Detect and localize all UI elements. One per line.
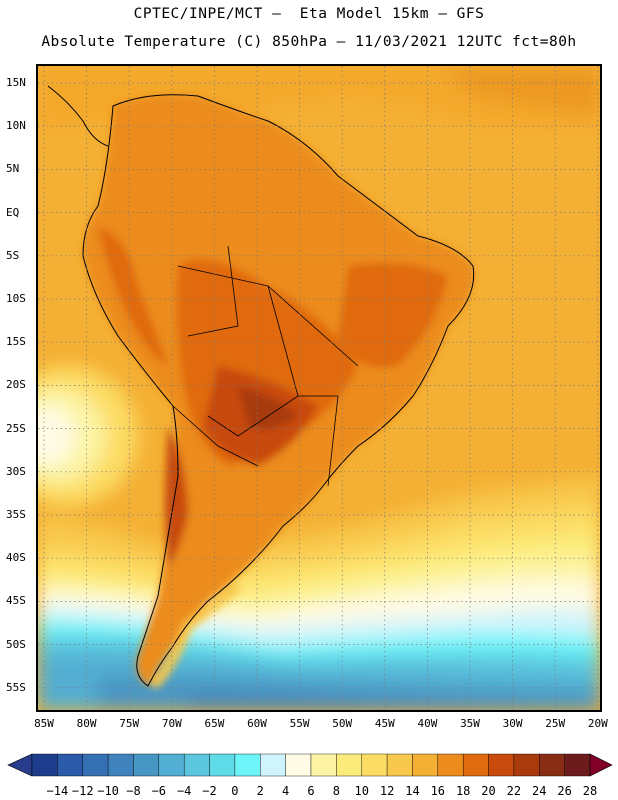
colorbar-label: 8 xyxy=(332,784,340,798)
lat-label: 20S xyxy=(6,378,26,392)
lat-label: 50S xyxy=(6,637,26,651)
coastline xyxy=(82,94,475,687)
colorbar-label: 14 xyxy=(405,784,420,798)
colorbar-label: −2 xyxy=(202,784,217,798)
colorbar-label: −8 xyxy=(126,784,141,798)
lon-label: 25W xyxy=(545,717,566,730)
colorbar-label: 2 xyxy=(256,784,264,798)
colorbar-swatch xyxy=(31,753,58,777)
colorbar-right-arrow xyxy=(589,753,613,777)
temperature-map xyxy=(36,64,602,712)
colorbar-swatch xyxy=(209,753,236,777)
colorbar-label: 10 xyxy=(354,784,369,798)
colorbar-swatch xyxy=(539,753,565,777)
colorbar-label: 20 xyxy=(481,784,496,798)
colorbar-swatch xyxy=(513,753,540,777)
colorbar-swatch xyxy=(158,753,185,777)
lat-label: 25S xyxy=(6,421,26,435)
colorbar-swatch xyxy=(564,753,591,777)
graticule xyxy=(38,66,600,710)
map-title-line-2: Absolute Temperature (C) 850hPa – 11/03/… xyxy=(41,34,577,50)
colorbar-left-arrow xyxy=(7,753,33,777)
lat-label: EQ xyxy=(6,205,20,219)
lon-label: 65W xyxy=(204,717,225,730)
colorbar-label: −6 xyxy=(151,784,167,798)
colorbar-swatch xyxy=(133,753,160,777)
colorbar-label: −4 xyxy=(176,784,192,798)
temperature-field xyxy=(38,66,600,710)
colorbar xyxy=(7,753,613,777)
lat-label: 5S xyxy=(6,248,20,262)
colorbar-label: 28 xyxy=(582,784,598,798)
colorbar-label: 26 xyxy=(557,784,572,798)
colorbar-swatch xyxy=(336,753,362,777)
colorbar-label: 18 xyxy=(455,784,471,798)
lat-label: 40S xyxy=(6,551,26,565)
colorbar-swatch xyxy=(386,753,413,777)
colorbar-label: −14 xyxy=(46,784,69,798)
lon-label: 30W xyxy=(502,717,523,730)
colorbar-swatch xyxy=(488,753,515,777)
lat-label: 10N xyxy=(6,119,26,133)
lon-label: 35W xyxy=(460,717,480,730)
lat-label: 30S xyxy=(6,464,26,478)
lon-label: 85W xyxy=(34,717,54,730)
country-borders xyxy=(172,245,359,487)
map-title-line-1: CPTEC/INPE/MCT – Eta Model 15km – GFS xyxy=(133,6,485,22)
colorbar-label: −12 xyxy=(71,784,94,798)
colorbar-label: 16 xyxy=(430,784,446,798)
lon-label: 60W xyxy=(247,717,267,730)
colorbar-swatch xyxy=(234,753,261,777)
lat-label: 35S xyxy=(6,508,26,521)
lon-label: 20W xyxy=(587,717,608,730)
lat-label: 45S xyxy=(6,594,26,608)
lon-label: 70W xyxy=(161,717,182,730)
colorbar-swatch xyxy=(285,753,312,777)
colorbar-label: 4 xyxy=(282,784,290,798)
lat-label: 55S xyxy=(6,680,26,694)
lon-label: 75W xyxy=(119,717,140,730)
lat-label: 15N xyxy=(6,76,26,89)
colorbar-swatch xyxy=(57,753,83,777)
colorbar-swatch xyxy=(412,753,439,777)
colorbar-label: 6 xyxy=(307,784,315,798)
colorbar-swatch xyxy=(260,753,286,777)
colorbar-label: 0 xyxy=(231,784,239,798)
lon-label: 45W xyxy=(374,717,395,730)
colorbar-swatch xyxy=(82,753,109,777)
central-america-coast xyxy=(47,85,109,147)
lat-label: 5N xyxy=(6,162,20,176)
colorbar-swatch xyxy=(462,753,489,777)
colorbar-label: 22 xyxy=(506,784,522,798)
colorbar-swatch xyxy=(107,753,134,777)
colorbar-label: 12 xyxy=(379,784,395,798)
colorbar-swatch xyxy=(361,753,388,777)
lat-label: 10S xyxy=(6,292,26,305)
colorbar-label: 24 xyxy=(532,784,547,798)
lon-label: 50W xyxy=(332,717,353,730)
colorbar-swatch xyxy=(437,753,464,777)
lon-label: 80W xyxy=(76,717,97,730)
lat-label: 15S xyxy=(6,335,26,349)
colorbar-swatch xyxy=(183,753,210,777)
colorbar-label: −10 xyxy=(97,784,119,798)
lon-label: 40W xyxy=(417,717,438,730)
lon-label: 55W xyxy=(289,717,310,730)
colorbar-swatch xyxy=(310,753,337,777)
